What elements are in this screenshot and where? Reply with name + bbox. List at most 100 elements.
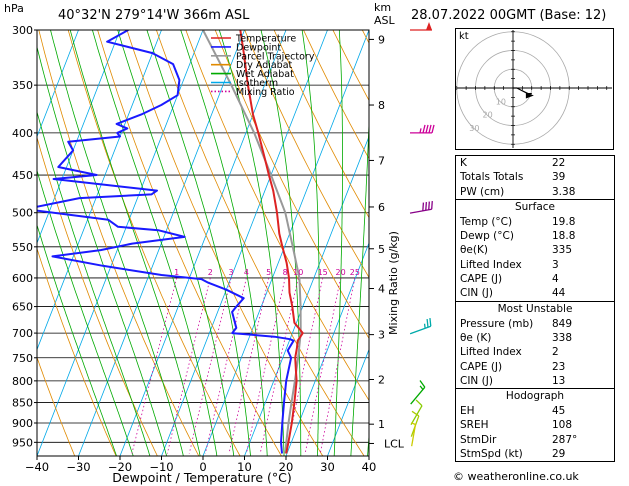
mixing-ratio-label: 15: [318, 268, 328, 277]
height-axis: 9 8 7 6 5 4 3 2 1 LCL: [369, 33, 405, 450]
mixing-ratio-label: 2: [208, 268, 213, 277]
pressure-tick-label: 850: [12, 397, 33, 410]
wind-barb-staff: [411, 424, 417, 447]
index-row: θe(K) 335: [456, 243, 614, 257]
mixing-ratio-label: 5: [266, 268, 271, 277]
dry-adiabat-line: [185, 30, 369, 402]
skewt-grid: [37, 30, 369, 456]
legend-entry: Wet Adiabat: [236, 69, 294, 80]
hodograph-ring-label: 10: [496, 97, 506, 106]
temperature-tick-label: −20: [108, 460, 132, 474]
wind-barb-half: [410, 422, 416, 426]
index-value: 39: [552, 171, 566, 184]
mixing-ratio-line: [131, 277, 178, 454]
index-value: 849: [552, 317, 573, 330]
index-label: Dewp (°C): [460, 230, 514, 243]
index-label: Lifted Index: [460, 258, 522, 271]
index-value: 13: [552, 374, 566, 387]
pressure-tick-label: 750: [12, 352, 33, 365]
height-tick-label: 9: [378, 33, 385, 46]
wind-barb: [410, 380, 426, 405]
index-label: SREH: [460, 419, 489, 432]
isotherm-line: [202, 30, 369, 456]
wind-barb-full: [425, 202, 428, 211]
legend-entry: Dewpoint: [236, 42, 281, 53]
copyright-text: © weatheronline.co.uk: [453, 470, 579, 483]
mixing-ratio-label: 1: [174, 268, 179, 277]
series-line-temperature: [239, 30, 304, 454]
wind-barb-half: [419, 128, 422, 134]
index-value: 4: [552, 273, 559, 286]
mixing-ratio-line: [246, 277, 286, 454]
index-row: Totals Totals 39: [456, 170, 614, 184]
index-row: Temp (°C) 19.8: [456, 215, 614, 229]
mixing-ratio-line: [205, 277, 247, 454]
legend-entry: Dry Adiabat: [236, 60, 293, 71]
location-title: 40°32'N 279°14'W 366m ASL: [58, 8, 250, 23]
wet-adiabat-line: [37, 45, 168, 456]
wind-barb-staff: [409, 325, 432, 335]
height-tick-label: 1: [378, 418, 385, 431]
height-tick-label: 2: [378, 374, 385, 387]
dry-adiabat-line: [37, 247, 117, 456]
y-axis-label: Mixing Ratio (g/kg): [387, 231, 400, 335]
temperature-tick-label: 10: [237, 460, 252, 474]
height-tick-label: 7: [378, 154, 385, 167]
hodograph-kt-label: kt: [459, 31, 469, 42]
dry-adiabat-line: [37, 136, 158, 456]
index-row: EH 45: [456, 404, 614, 418]
mixing-ratio-line: [259, 277, 299, 454]
mixing-ratio-line: [188, 277, 232, 454]
wet-adiabat-line: [50, 30, 184, 456]
wind-barb: [409, 200, 433, 214]
pressure-tick-label: 700: [12, 327, 33, 340]
temperature-axis: −40 −30 −20 −10 0 10 20 30 40: [25, 456, 376, 474]
index-label: StmDir: [460, 433, 497, 446]
index-row: Pressure (mb) 849: [456, 317, 614, 331]
pressure-tick-label: 300: [12, 24, 33, 37]
wet-adiabat-line: [301, 30, 320, 456]
index-value: 108: [552, 419, 573, 432]
index-row: K 22: [456, 156, 614, 170]
index-label: CAPE (J): [460, 360, 503, 373]
wet-adiabat-line: [37, 110, 151, 456]
hodograph-table-title: Hodograph: [505, 390, 565, 403]
wind-barb: [410, 22, 432, 31]
height-tick-label: 8: [378, 99, 385, 112]
wet-adiabat-line: [69, 30, 201, 456]
storm-motion-marker: [525, 92, 534, 99]
wind-barb-staff: [409, 208, 432, 214]
legend-entry: Parcel Trajectory: [236, 51, 315, 62]
index-value: 19.8: [552, 215, 576, 228]
index-label: Pressure (mb): [460, 317, 534, 330]
series-line-parcel-trajectory: [202, 30, 302, 454]
hpa-axis-label: hPa: [4, 2, 24, 15]
index-label: EH: [460, 405, 475, 418]
wind-barb-full: [431, 200, 433, 210]
index-value: 3.38: [552, 185, 576, 198]
index-value: 18.8: [552, 230, 576, 243]
skewt-profiles: [37, 30, 304, 454]
wind-barb-full: [429, 317, 432, 327]
wind-barb-staff: [410, 386, 426, 405]
index-value: 3: [552, 258, 559, 271]
index-table: K 22 Totals Totals 39 PW (cm) 3.38 Surface Te…: [455, 155, 615, 463]
wind-barb-full: [431, 124, 435, 134]
index-row: CAPE (J) 4: [456, 272, 614, 286]
surface-title: Surface: [514, 200, 555, 213]
temperature-tick-label: −10: [149, 460, 173, 474]
index-row: StmSpd (kt) 29: [456, 447, 614, 461]
isotherm-line: [37, 30, 121, 245]
index-value: 29: [552, 448, 566, 461]
pressure-tick-label: 650: [12, 301, 33, 314]
legend-entry: Isotherm: [236, 78, 278, 89]
mixing-ratio-label: 3: [229, 268, 234, 277]
height-tick-label: 3: [378, 329, 385, 342]
pressure-axis: 300 350 400 450 500 550 600 650 700 750 800 850 900 9…: [12, 24, 37, 449]
dry-adiabat-line: [273, 30, 369, 219]
wind-barb-full: [419, 380, 426, 388]
mixing-ratio-labels: 1 2 3 4 5 8 10 15 20 25: [174, 268, 360, 277]
temperature-tick-label: 30: [320, 460, 335, 474]
mixing-ratio-line: [285, 277, 324, 454]
index-value: 287°: [552, 433, 578, 446]
